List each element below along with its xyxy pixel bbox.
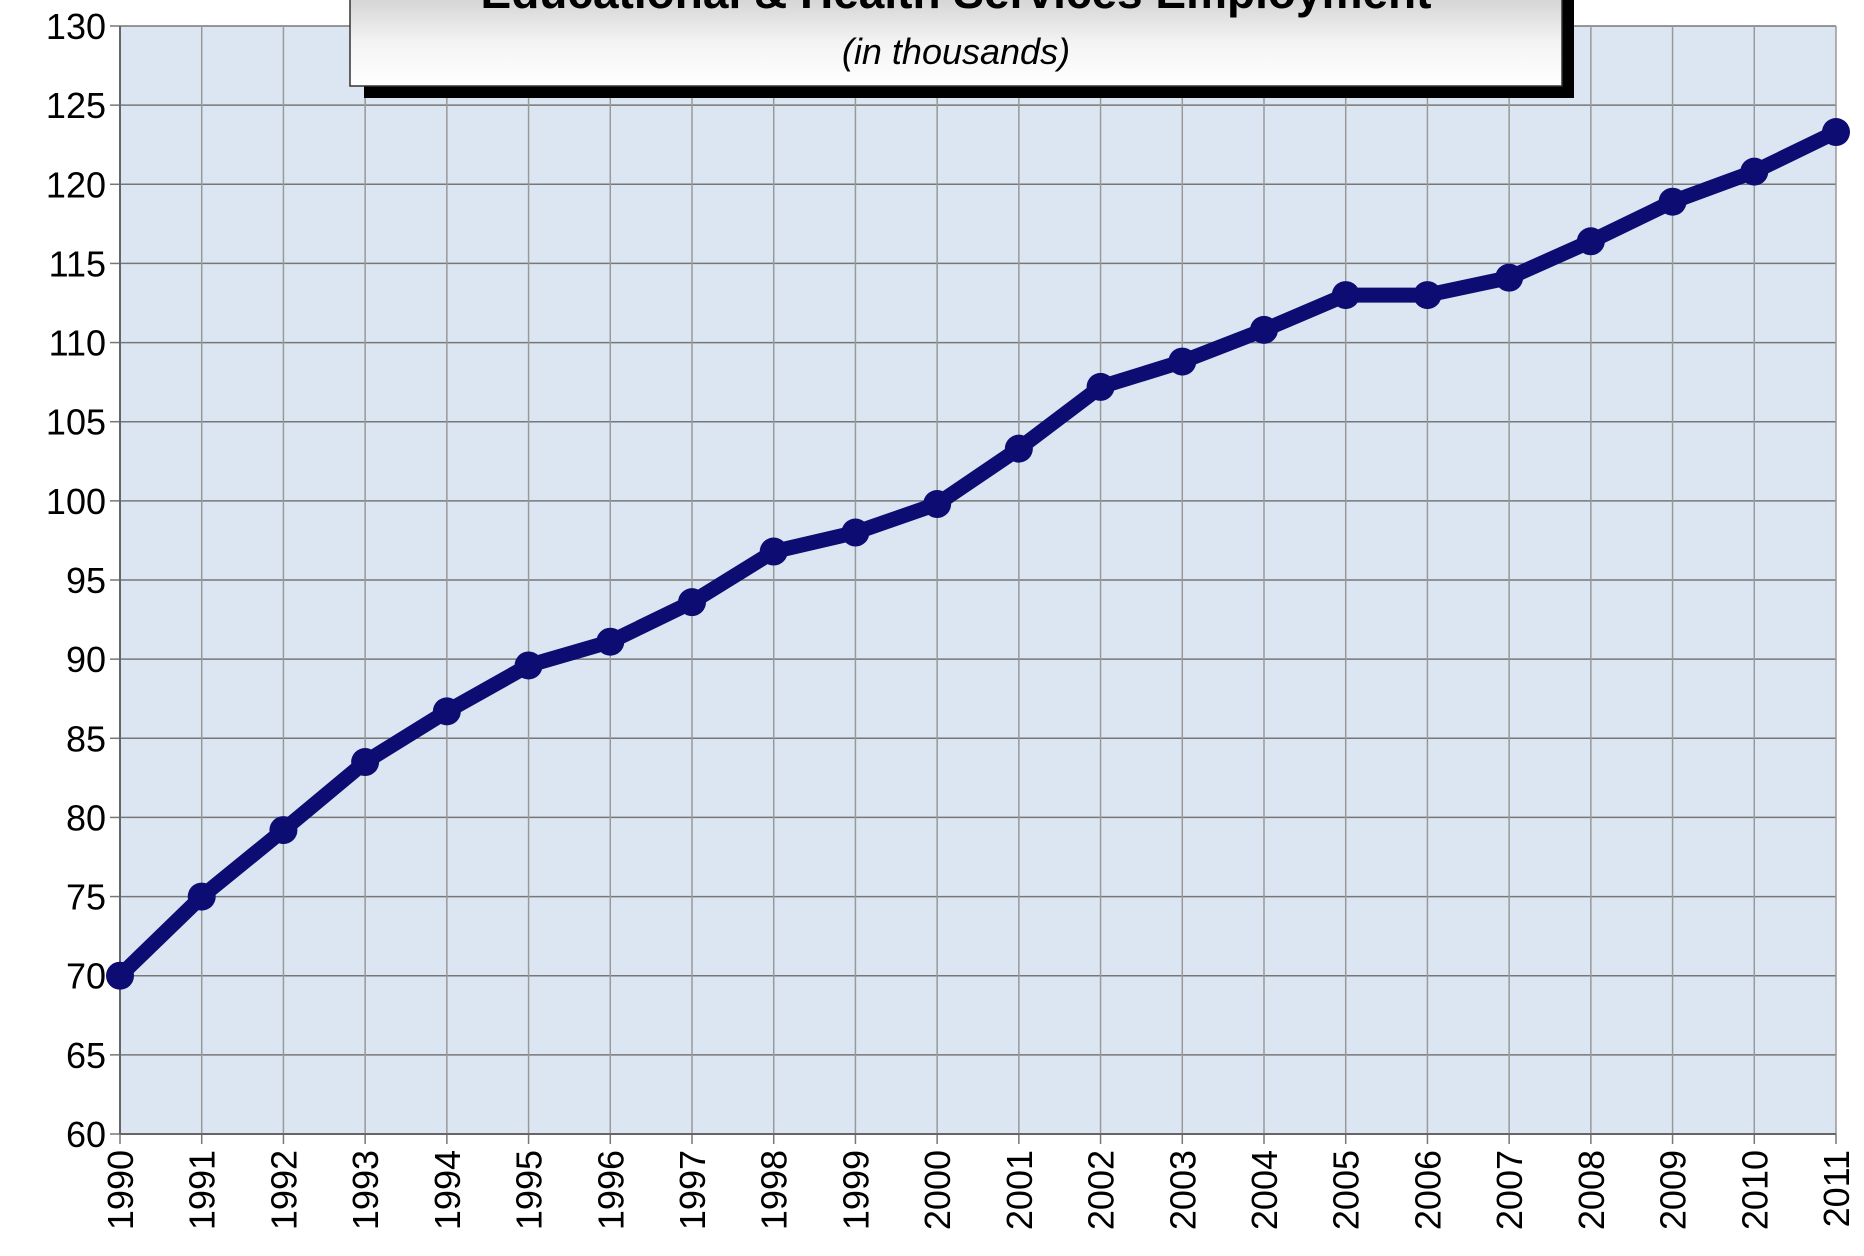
x-tick-label: 1995 [509, 1150, 550, 1230]
x-tick-label: 1996 [590, 1150, 631, 1230]
data-point [514, 651, 543, 680]
x-tick-label: 2004 [1244, 1150, 1285, 1230]
y-tick-label: 115 [49, 243, 106, 284]
x-tick-label: 1992 [263, 1150, 304, 1230]
x-tick-label: 1994 [427, 1150, 468, 1230]
data-point [187, 882, 216, 911]
y-tick-label: 100 [46, 481, 106, 522]
chart-subtitle: (in thousands) [842, 31, 1070, 72]
y-tick-label: 120 [46, 164, 106, 205]
y-tick-label: 110 [49, 323, 106, 364]
data-point [1413, 281, 1442, 310]
data-point [1822, 118, 1850, 147]
x-tick-label: 2007 [1489, 1150, 1530, 1230]
data-point [1658, 187, 1687, 216]
y-tick-label: 125 [46, 85, 106, 126]
chart-title: Educational & Health Services Employment [481, 0, 1432, 18]
x-tick-label: 2005 [1326, 1150, 1367, 1230]
data-point [1576, 227, 1605, 256]
grid [110, 25, 1837, 1144]
data-point [1740, 157, 1769, 186]
x-tick-label: 2001 [999, 1150, 1040, 1230]
title-box [349, 0, 1563, 87]
data-point [1331, 281, 1360, 310]
data-point [269, 816, 298, 845]
x-tick-label: 1997 [672, 1150, 713, 1230]
y-tick-label: 85 [66, 718, 106, 759]
data-point [1250, 315, 1278, 344]
data-point [106, 961, 134, 990]
series [106, 118, 1850, 990]
data-point [923, 490, 952, 519]
data-point [596, 627, 625, 656]
x-tick-label: 1993 [345, 1150, 386, 1230]
x-tick-label: 1999 [835, 1150, 876, 1230]
y-tick-label: 75 [66, 877, 106, 918]
x-tick-label: 2003 [1162, 1150, 1203, 1230]
x-tick-label: 1991 [182, 1150, 223, 1230]
y-tick-label: 80 [66, 797, 106, 838]
x-tick-label: 2006 [1407, 1150, 1448, 1230]
series-line [114, 125, 1840, 982]
x-tick-label: 2010 [1734, 1150, 1775, 1230]
axis-labels: 60 65 70 75 80 85 90 95 100 105 110 115 120 125 130 199… [46, 6, 1857, 1230]
x-tick-label: 2009 [1653, 1150, 1694, 1230]
data-point [351, 748, 380, 777]
y-tick-label: 65 [66, 1035, 106, 1076]
y-tick-label: 90 [66, 639, 106, 680]
x-tick-label: 2002 [1081, 1150, 1122, 1230]
x-tick-label: 2011 [1816, 1150, 1857, 1227]
x-tick-label: 2000 [917, 1150, 958, 1230]
data-point [678, 588, 706, 617]
x-tick-label: 2008 [1571, 1150, 1612, 1230]
data-point [1168, 347, 1197, 376]
y-tick-label: 70 [66, 956, 106, 997]
y-tick-label: 95 [66, 560, 106, 601]
x-tick-label: 1990 [100, 1150, 141, 1230]
y-tick-label: 105 [46, 402, 106, 443]
data-point [1004, 434, 1033, 463]
y-tick-label: 130 [46, 6, 106, 47]
x-tick-label: 1998 [754, 1150, 795, 1230]
data-point [1495, 263, 1524, 292]
data-point [759, 537, 788, 566]
data-point [432, 697, 461, 726]
y-tick-label: 60 [66, 1114, 106, 1155]
data-point [1086, 372, 1115, 401]
data-point [841, 518, 870, 547]
